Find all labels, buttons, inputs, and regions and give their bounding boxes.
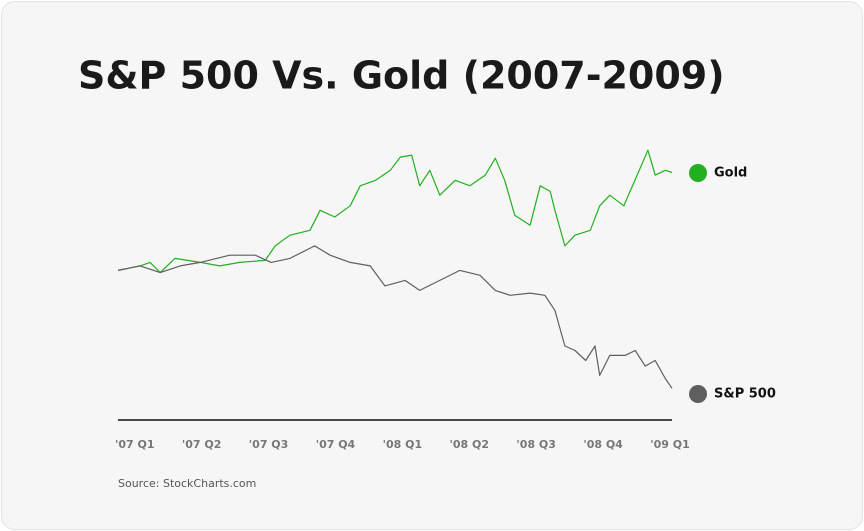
x-tick-label: '08 Q3 bbox=[516, 438, 556, 451]
x-tick-label: '08 Q1 bbox=[383, 438, 423, 451]
chart-title: S&P 500 Vs. Gold (2007-2009) bbox=[78, 54, 725, 98]
series-line bbox=[117, 245, 673, 389]
source-note: Source: StockCharts.com bbox=[118, 477, 256, 490]
series-line bbox=[117, 149, 673, 274]
x-tick-label: '08 Q4 bbox=[583, 438, 623, 451]
legend-label: S&P 500 bbox=[714, 387, 776, 402]
x-tick-label: '07 Q1 bbox=[115, 438, 155, 451]
legend-marker bbox=[689, 385, 707, 403]
x-tick-label: '09 Q1 bbox=[650, 438, 690, 451]
x-tick-label: '07 Q4 bbox=[316, 438, 356, 451]
x-tick-label: '08 Q2 bbox=[450, 438, 490, 451]
x-tick-label: '07 Q2 bbox=[182, 438, 222, 451]
legend-marker bbox=[689, 164, 707, 182]
x-tick-label: '07 Q3 bbox=[249, 438, 289, 451]
legend-label: Gold bbox=[714, 166, 747, 181]
